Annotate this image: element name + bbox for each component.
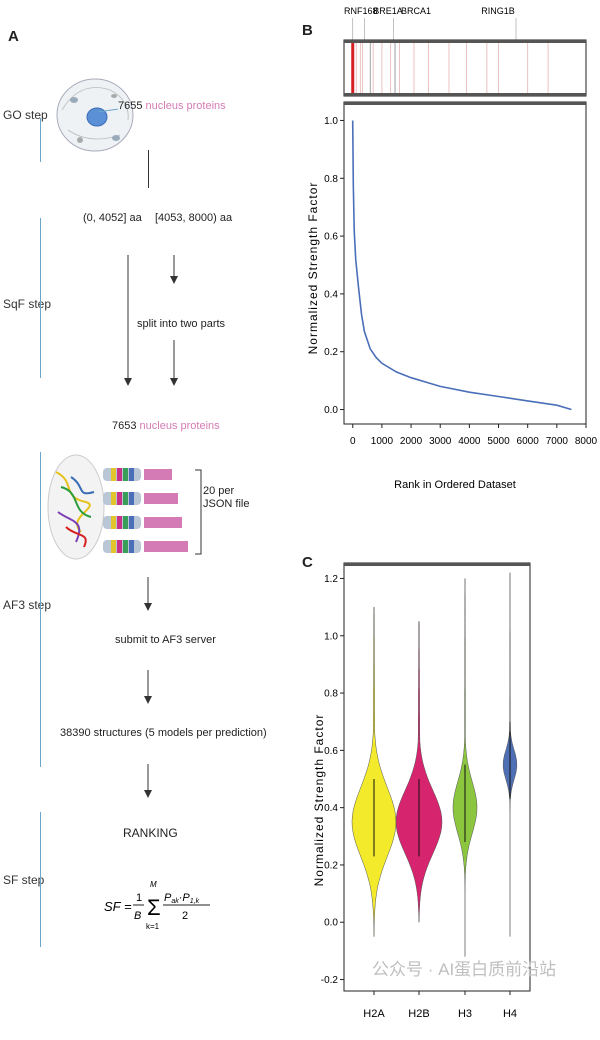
plot-frame-b <box>343 101 587 425</box>
sf-step-bar <box>40 812 41 947</box>
panel-c-label: C <box>302 554 313 571</box>
y-tick-label-c: 0.4 <box>324 803 338 814</box>
x-tick-label-c: H4 <box>503 1008 517 1020</box>
sf-step-label: SF step <box>3 873 45 887</box>
y-tick-label-b: 1.0 <box>324 116 338 127</box>
count1-number: 7655 <box>118 100 143 112</box>
formula-frac-num: 1 <box>136 892 142 904</box>
go-step-label: GO step <box>3 108 48 122</box>
y-tick-label-b: 0.0 <box>324 405 338 416</box>
x-tick-label-b: 1000 <box>371 436 394 447</box>
panel-b-label: B <box>302 22 313 39</box>
sf-formula: SF = 1 B M Σ k=1 Pak·P1,k 2 <box>104 880 210 931</box>
bracket <box>195 469 202 555</box>
cell-illustration <box>56 78 134 152</box>
barcode-bottom-band <box>344 93 586 96</box>
barcode-gene-label: BRCA1 <box>401 6 431 16</box>
formula-lhs: SF = <box>104 899 132 914</box>
y-tick-label-c: 1.0 <box>324 631 338 642</box>
x-tick-label-b: 7000 <box>546 436 569 447</box>
barcode-gene-label: BRE1A <box>373 6 403 16</box>
sequence-bar-2 <box>103 492 178 505</box>
barcode-gene-label: RING1B <box>481 6 515 16</box>
x-tick-label-b: 3000 <box>429 436 452 447</box>
formula-sum-top: M <box>150 880 157 889</box>
json-note-1: 20 per <box>203 485 235 497</box>
x-tick-label-c: H2B <box>408 1008 429 1020</box>
x-tick-label-c: H3 <box>458 1008 472 1020</box>
y-axis-label-b: Normalized Strength Factor <box>306 182 320 355</box>
sequence-bar-3 <box>103 516 182 529</box>
y-tick-label-c: 1.2 <box>324 574 338 585</box>
connector-line-1 <box>148 150 149 188</box>
watermark: 公众号 · AI蛋白质前沿站 <box>372 960 557 979</box>
formula-sigma: Σ <box>147 895 161 920</box>
strength-curve <box>351 120 572 411</box>
y-tick-label-b: 0.4 <box>324 289 338 300</box>
arrow-to-submit <box>144 577 152 611</box>
sequence-bar-4 <box>103 540 188 553</box>
range-low: (0, 4052] aa <box>83 212 142 224</box>
af3-step-label: AF3 step <box>3 598 52 612</box>
barcode-frame <box>343 39 587 97</box>
count1-label: nucleus proteins <box>145 100 226 112</box>
y-tick-label-c: 0.2 <box>324 860 338 871</box>
submit-label: submit to AF3 server <box>115 634 216 646</box>
y-axis-label-c: Normalized Strength Factor <box>312 714 326 887</box>
barcode-gene-label: RNF168 <box>344 6 378 16</box>
formula-sum-bottom: k=1 <box>146 922 160 931</box>
y-tick-label-c: -0.2 <box>321 975 339 986</box>
y-tick-label-b: 0.2 <box>324 347 338 358</box>
y-tick-label-c: 0.8 <box>324 689 338 700</box>
x-tick-label-b: 5000 <box>487 436 510 447</box>
y-tick-label-b: 0.6 <box>324 232 338 243</box>
x-tick-label-b: 2000 <box>400 436 423 447</box>
af3-step-bar <box>40 452 41 767</box>
y-tick-label-b: 0.8 <box>324 174 338 185</box>
violin-h2b <box>395 621 443 923</box>
sqf-step-bar <box>40 218 41 378</box>
formula-term-num: Pak·P1,k <box>164 892 200 905</box>
formula-frac-den: B <box>134 910 141 922</box>
count1: 7655 nucleus proteins <box>118 100 226 112</box>
barcode-top-band <box>344 40 586 43</box>
ranking-label: RANKING <box>123 826 178 840</box>
violin-chart: -0.2 0.0 0.2 0.4 0.6 0.8 1.0 1.2 H2A H2B H3 H4 Nor… <box>312 562 531 1020</box>
range-high: [4053, 8000) aa <box>155 212 233 224</box>
violin-h2a <box>351 606 397 937</box>
formula-term-den: 2 <box>182 910 188 922</box>
sqf-arrows <box>124 255 178 386</box>
barcode-highlight <box>351 43 355 93</box>
x-tick-label-c: H2A <box>363 1008 385 1020</box>
x-tick-label-b: 6000 <box>517 436 540 447</box>
arrow-to-ranking <box>144 764 152 798</box>
sequence-bars <box>103 468 188 553</box>
go-step-bar <box>40 118 41 162</box>
count2-label: nucleus proteins <box>139 420 220 432</box>
protein-structure-illustration <box>47 454 105 560</box>
y-tick-label-c: 0.6 <box>324 746 338 757</box>
x-tick-label-b: 0 <box>350 436 356 447</box>
count2-number: 7653 <box>112 420 137 432</box>
json-note-2: JSON file <box>203 498 250 510</box>
sqf-step-label: SqF step <box>3 297 52 311</box>
sequence-bar-1 <box>103 468 172 481</box>
count2: 7653 nucleus proteins <box>112 420 220 432</box>
split-label: split into two parts <box>137 318 226 330</box>
plot-top-band-b <box>344 102 586 105</box>
x-tick-label-b: 4000 <box>458 436 481 447</box>
y-tick-label-c: 0.0 <box>324 918 338 929</box>
x-axis-label-b: Rank in Ordered Dataset <box>394 479 516 491</box>
plot-top-band-c <box>344 563 530 566</box>
structures-label: 38390 structures (5 models per predictio… <box>60 727 267 739</box>
arrow-to-structures <box>144 670 152 704</box>
x-tick-label-b: 8000 <box>575 436 598 447</box>
panel-a-label: A <box>8 28 19 45</box>
